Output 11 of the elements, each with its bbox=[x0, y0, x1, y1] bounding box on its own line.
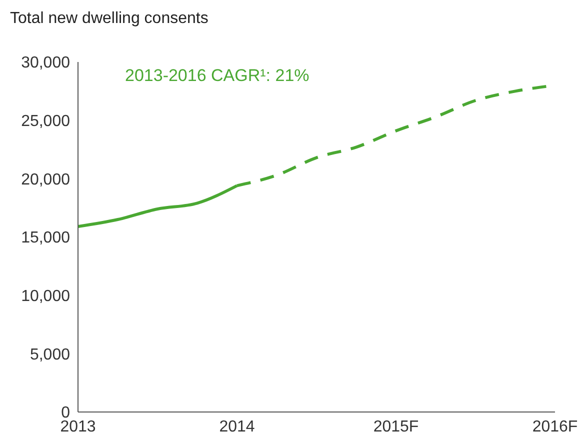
y-tick-label: 5,000 bbox=[30, 346, 70, 364]
y-tick-label: 20,000 bbox=[21, 171, 70, 188]
annotation: 2013-2016 CAGR¹: 21% bbox=[125, 66, 310, 86]
chart-title: Total new dwelling consents bbox=[10, 10, 208, 28]
y-tick-label: 30,000 bbox=[21, 54, 70, 72]
y-tick-label: 25,000 bbox=[21, 113, 70, 130]
x-tick-label: 2016F bbox=[532, 418, 578, 436]
y-tick-label: 10,000 bbox=[21, 288, 70, 306]
x-tick-label: 2014 bbox=[219, 418, 255, 436]
y-tick-label: 15,000 bbox=[21, 230, 70, 247]
x-tick-label: 2015F bbox=[373, 418, 419, 436]
